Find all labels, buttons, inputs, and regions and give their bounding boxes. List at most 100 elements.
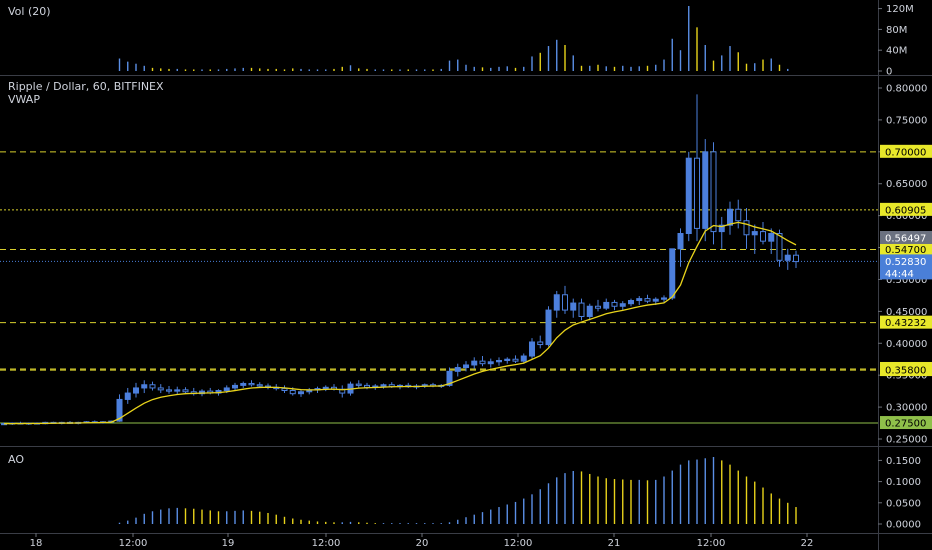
candle-body	[570, 302, 577, 311]
candle-body	[182, 389, 189, 393]
candle-body	[240, 382, 247, 386]
level-tag-bg	[880, 416, 932, 430]
candle-body	[669, 248, 676, 299]
candle-body	[652, 298, 659, 302]
candle-body	[718, 224, 725, 233]
candle-body	[586, 305, 593, 317]
price-tick-label: 0.50000	[886, 275, 927, 286]
candle-body	[463, 364, 469, 369]
candle-body	[479, 360, 486, 365]
candle-body	[710, 151, 717, 233]
candle-body	[504, 358, 511, 362]
level-tag: 0.54700	[885, 245, 926, 256]
time-tick-label: 12:00	[312, 538, 341, 549]
candle-body	[232, 384, 238, 389]
ao-tick-label: 0.0000	[886, 520, 921, 531]
candle-body	[677, 233, 684, 250]
candle-body	[644, 298, 651, 302]
price-tick-label: 0.45000	[886, 307, 927, 318]
level-tag: 0.70000	[885, 147, 926, 158]
candle-body	[595, 305, 601, 309]
candle-body	[529, 341, 535, 357]
candles	[1, 94, 799, 426]
candle-body	[223, 387, 230, 391]
candle-body	[512, 358, 519, 362]
level-tag: 0.27500	[885, 419, 926, 430]
candle-body	[694, 157, 700, 229]
candle-body	[611, 301, 618, 307]
candle-body	[553, 294, 560, 311]
candle-body	[471, 360, 478, 366]
candle-body	[380, 384, 387, 387]
candle-body	[636, 298, 643, 302]
level-tag-bg	[880, 363, 932, 377]
vol-tick-label: 0	[886, 67, 892, 78]
price-tick-label: 0.80000	[886, 84, 927, 95]
candle-body	[496, 360, 502, 363]
candle-body	[751, 231, 758, 236]
candle-body	[702, 151, 709, 229]
level-tag-bg	[880, 242, 932, 256]
candle-body	[760, 231, 766, 242]
candle-body	[727, 208, 733, 226]
candle-body	[141, 384, 148, 389]
vwap-line	[3, 221, 797, 425]
candle-body	[537, 341, 544, 346]
symbol-title: Ripple / Dollar, 60, BITFINEX	[8, 80, 164, 93]
price-tick-label: 0.75000	[886, 115, 927, 126]
candle-body	[364, 384, 370, 388]
level-tag-bg	[880, 144, 932, 158]
vol-pane-title: Vol (20)	[8, 5, 51, 18]
price-tick-label: 0.25000	[886, 435, 927, 446]
candle-body	[743, 220, 750, 236]
time-tick-label: 12:00	[119, 538, 148, 549]
vol-tick-label: 120M	[886, 4, 914, 15]
candle-body	[545, 309, 552, 346]
time-tick-label: 20	[416, 538, 429, 549]
candle-body	[661, 297, 667, 300]
vwap-price-tag-bg	[880, 230, 932, 244]
candle-body	[776, 233, 783, 261]
level-tag: 0.60905	[885, 205, 926, 216]
candle-body	[248, 382, 255, 386]
ao-tick-label: 0.0500	[886, 498, 921, 509]
time-tick-label: 18	[30, 538, 43, 549]
candle-body	[735, 208, 742, 222]
level-tag: 0.35800	[885, 366, 926, 377]
price-tick-label: 0.65000	[886, 179, 927, 190]
candle-body	[124, 392, 131, 400]
candle-body	[768, 233, 775, 242]
price-tick-label: 0.30000	[886, 403, 927, 414]
candle-body	[133, 387, 139, 394]
time-tick-label: 12:00	[697, 538, 726, 549]
vwap-price-tag: 0.56497	[885, 233, 926, 244]
vol-tick-label: 40M	[886, 46, 907, 57]
candle-body	[685, 157, 692, 235]
price-tick-label: 0.40000	[886, 339, 927, 350]
candle-body	[298, 391, 304, 395]
last-price-tag-bg	[880, 254, 932, 268]
candle-body	[603, 301, 610, 309]
vol-tick-label: 80M	[886, 25, 907, 36]
candle-body	[289, 389, 296, 395]
vwap-indicator-title: VWAP	[8, 93, 40, 106]
candle-body	[322, 386, 329, 390]
bar-countdown-tag: 44:44	[885, 269, 914, 280]
candle-body	[157, 387, 164, 391]
time-tick-label: 19	[222, 538, 235, 549]
candle-body	[793, 254, 799, 263]
candle-body	[487, 361, 494, 365]
candle-body	[578, 302, 585, 317]
ao-tick-label: 0.1500	[886, 456, 921, 467]
candle-body	[281, 388, 288, 391]
time-tick-label: 12:00	[504, 538, 533, 549]
candle-body	[446, 370, 453, 386]
candle-body	[454, 367, 461, 372]
price-tick-label: 0.60000	[886, 211, 927, 222]
level-tag-bg	[880, 202, 932, 216]
candle-body	[355, 383, 362, 386]
ao-tick-label: 0.1000	[886, 477, 921, 488]
candle-body	[174, 389, 181, 392]
candle-body	[149, 384, 156, 389]
